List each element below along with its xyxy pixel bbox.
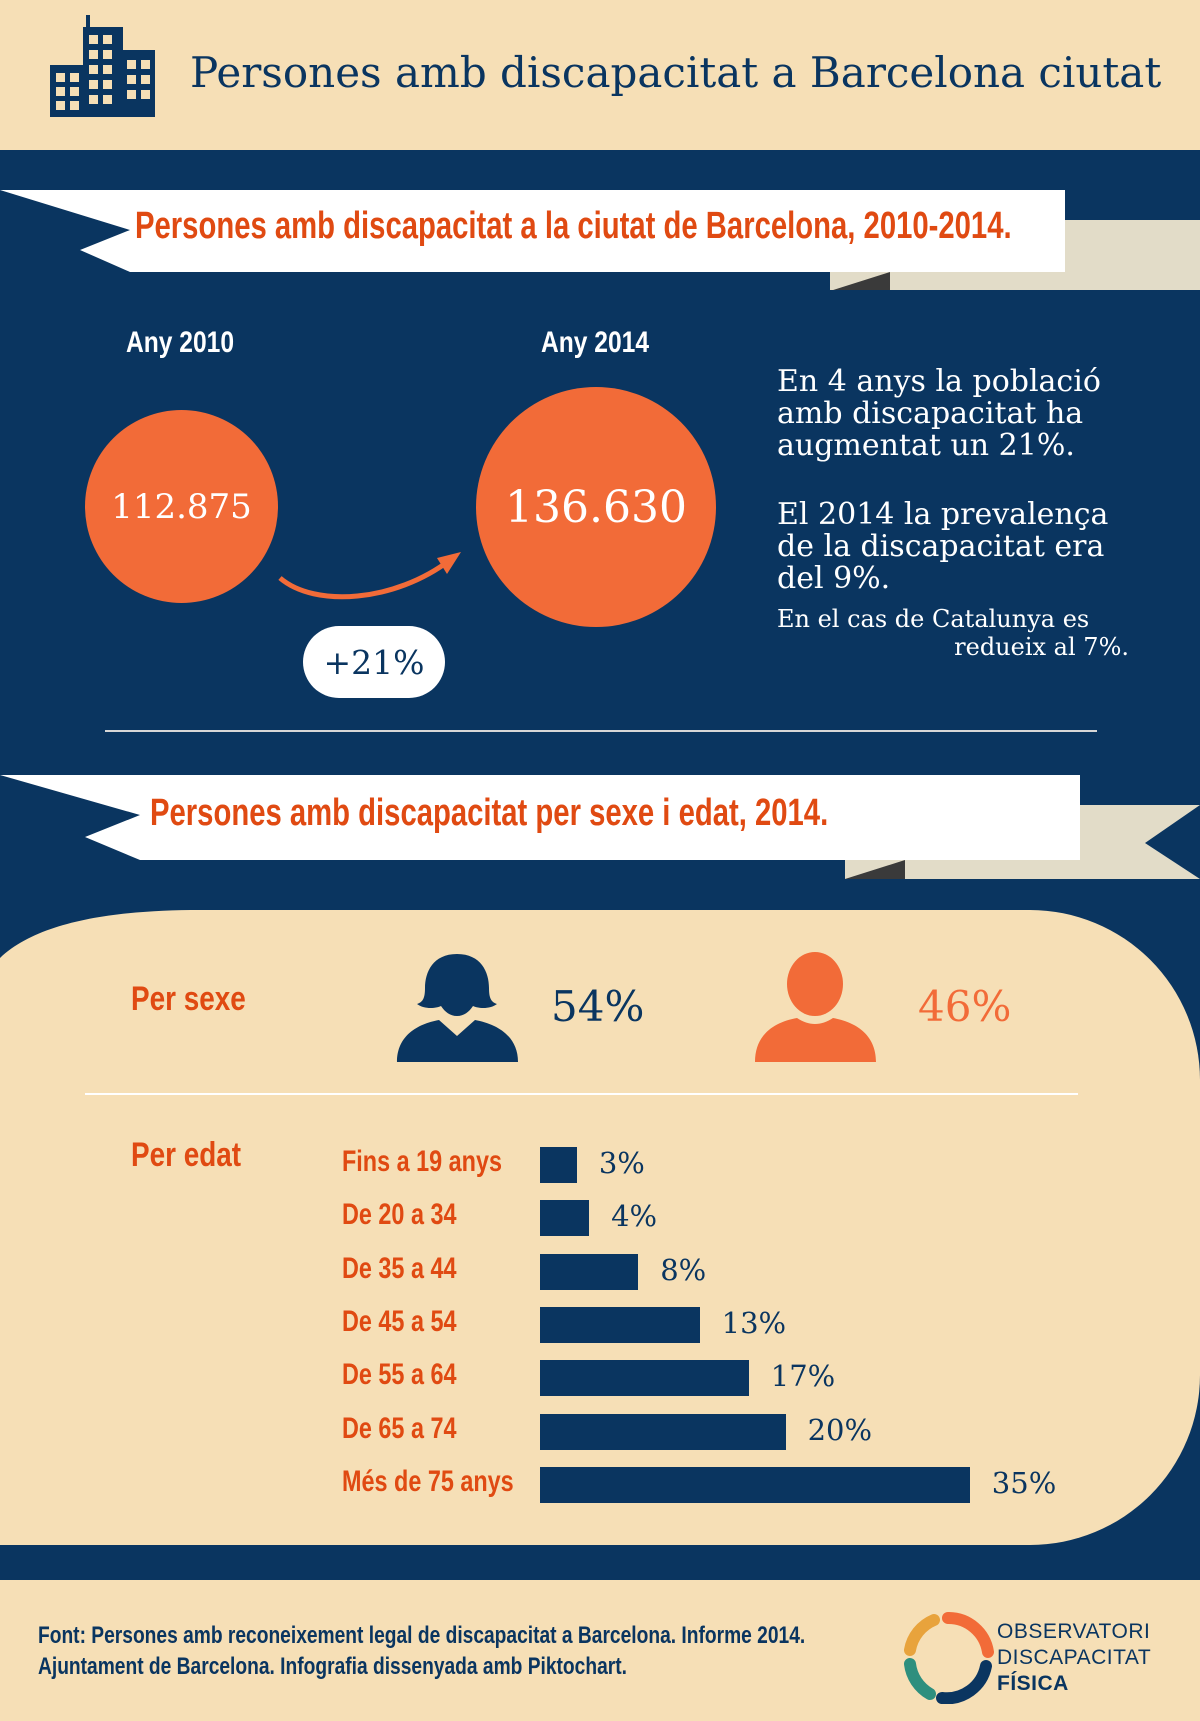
panel-divider [85,1093,1078,1095]
note-catalunya-line-1: En el cas de Catalunya es [777,605,1090,633]
year-2014-label: Any 2014 [541,326,650,359]
note-catalunya-line-2: redueix al 7%. [954,633,1129,661]
logo-line-3: FÍSICA [997,1672,1069,1695]
note-prevalence-line-2: de la discapacitat era [777,529,1105,564]
note-prevalence: El 2014 la prevalença de la discapacitat… [777,499,1108,595]
banner-title-1: Persones amb discapacitat a la ciutat de… [135,205,1012,247]
value-2014: 136.630 [505,481,687,533]
sex-label: Per sexe [131,980,246,1018]
panel-curve [0,910,200,970]
source-note: Font: Persones amb reconeixement legal d… [38,1620,805,1682]
note-prevalence-line-1: El 2014 la prevalença [777,497,1109,532]
female-icon [397,954,518,1062]
increase-text: +21% [323,642,425,682]
male-percent: 46% [918,982,1012,1031]
increase-arrow-icon [278,552,461,600]
note-catalunya: En el cas de Catalunya es redueix al 7%. [777,605,1129,661]
header [0,0,1200,150]
circle-2010: 112.875 [85,410,278,603]
banner-ribbon-2 [0,775,1200,879]
divider [105,730,1097,732]
logo-line-1: OBSERVATORI [997,1620,1151,1643]
source-line-1: Font: Persones amb reconeixement legal d… [38,1622,806,1649]
source-line-2: Ajuntament de Barcelona. Infografia diss… [38,1653,627,1680]
female-percent: 54% [551,982,645,1031]
value-2010: 112.875 [111,486,252,527]
page-title: Persones amb discapacitat a Barcelona ci… [190,48,1162,97]
note-growth-line-1: En 4 anys la població [777,364,1101,399]
banner-title-2: Persones amb discapacitat per sexe i eda… [150,792,829,834]
year-2010-label: Any 2010 [126,326,235,359]
observatori-logo-icon [904,1612,994,1704]
logo-line-2: DISCAPACITAT [997,1646,1152,1669]
banner-ribbon-1 [0,190,1200,290]
note-growth-line-3: augmentat un 21%. [777,428,1075,463]
age-label: Per edat [131,1136,242,1174]
note-growth-line-2: amb discapacitat ha [777,396,1084,431]
note-growth: En 4 anys la població amb discapacitat h… [777,366,1101,462]
male-icon [755,952,876,1062]
circle-2014: 136.630 [476,387,716,627]
increase-badge: +21% [303,626,445,698]
note-prevalence-line-3: del 9%. [777,561,891,596]
building-icon [50,15,155,117]
